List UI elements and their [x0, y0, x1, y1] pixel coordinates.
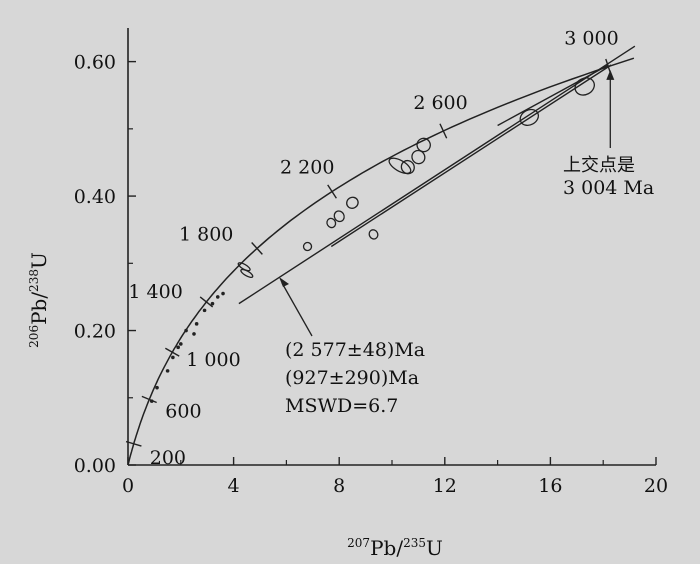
data-point [192, 332, 196, 336]
age-tick [141, 395, 157, 404]
error-ellipse [302, 241, 313, 252]
error-ellipse [237, 262, 251, 272]
data-point [149, 399, 154, 403]
mswd-label: MSWD=6.7 [285, 395, 398, 417]
x-tick-label: 0 [122, 475, 134, 497]
data-point [176, 345, 180, 350]
concordia-curve [127, 57, 635, 466]
data-point [171, 355, 175, 360]
upper-intercept-label-line1: 上交点是 [563, 155, 635, 176]
age-label: 1 800 [179, 223, 233, 245]
x-tick-label: 20 [644, 475, 668, 497]
upper-intercept-label-line2: 3 004 Ma [563, 177, 654, 199]
age-tick [327, 184, 337, 199]
y-tick-label: 0.60 [74, 52, 116, 74]
age-tick [125, 440, 142, 447]
age-label: 3 000 [564, 28, 618, 50]
error-ellipse [388, 157, 412, 175]
age-label: 2 200 [280, 157, 334, 179]
curves [125, 45, 636, 466]
age-tick [199, 296, 214, 308]
y-tick-label: 0.00 [74, 455, 116, 477]
x-tick-label: 12 [433, 475, 457, 497]
data-point [210, 301, 215, 306]
age-tick [251, 242, 263, 255]
data-point [194, 322, 199, 326]
discordia-line [238, 45, 636, 305]
intercept-arrowhead [279, 277, 289, 287]
error-ellipse [368, 229, 379, 240]
error-ellipse [574, 77, 595, 96]
axis-ticks: 0 4 8 12 16 20 0.00 0.20 0.40 0.60 [74, 52, 668, 497]
intercept-upper-age: (2 577±48)Ma [285, 339, 425, 361]
discordia-line [330, 64, 612, 248]
data-point [155, 385, 159, 390]
data-point [202, 308, 207, 313]
data-point [179, 342, 183, 346]
error-ellipse [333, 210, 345, 223]
age-label: 600 [165, 400, 201, 422]
x-axis-title: 207Pb/235U [347, 536, 443, 560]
x-tick-label: 16 [538, 475, 562, 497]
y-tick-label: 0.40 [74, 186, 116, 208]
age-tick [439, 123, 448, 139]
age-label: 2 600 [413, 92, 467, 114]
data-point [165, 369, 170, 373]
intercept-arrow-shaft [281, 282, 313, 337]
age-label: 1 400 [128, 281, 182, 303]
x-tick-label: 4 [228, 475, 240, 497]
upper-intercept-arrowhead [606, 69, 615, 80]
y-tick-label: 0.20 [74, 321, 116, 343]
x-tick-label: 8 [333, 475, 345, 497]
error-ellipse [346, 196, 359, 209]
intercept-lower-age: (927±290)Ma [285, 367, 419, 389]
error-ellipse [416, 137, 431, 153]
age-label: 200 [150, 447, 186, 469]
data-point [221, 291, 225, 296]
data-point [215, 295, 220, 299]
error-ellipse [411, 149, 426, 165]
error-ellipse [326, 217, 337, 229]
data-point [184, 328, 188, 333]
chart-labels: 200 600 1 000 1 400 1 800 2 200 2 600 3 000 [128, 28, 618, 469]
y-axis-title: 206Pb/238U [27, 252, 51, 348]
age-tick [164, 347, 180, 357]
data-marks [149, 77, 595, 403]
discordia-line [497, 64, 609, 127]
age-label: 1 000 [186, 349, 240, 371]
error-ellipse [519, 108, 540, 126]
